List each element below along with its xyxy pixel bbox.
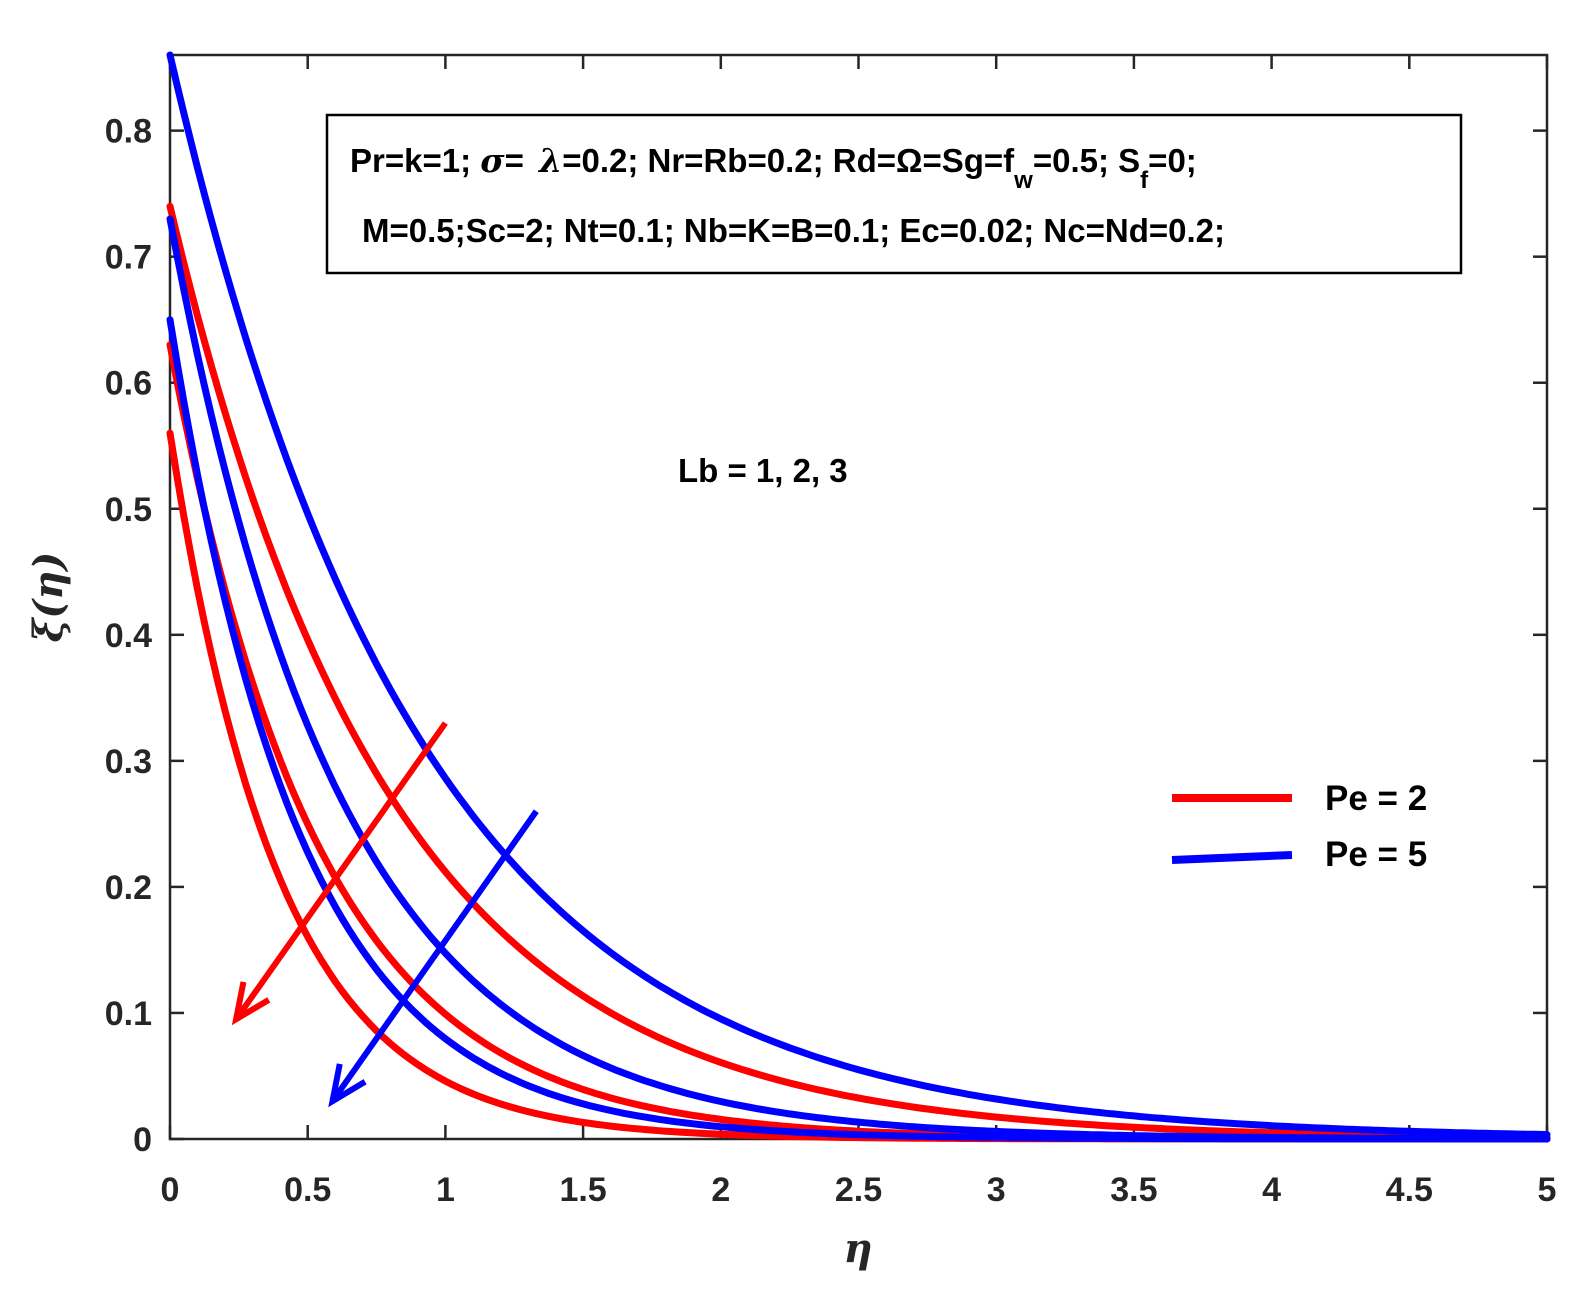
x-tick-label: 5 <box>1538 1171 1557 1209</box>
arrow-shaft-2 <box>330 809 539 1103</box>
subscript-w: w <box>1013 167 1033 194</box>
series-group <box>166 51 1551 1143</box>
legend-label-pe-5: Pe = 5 <box>1325 835 1427 874</box>
parameter-box <box>325 113 1463 275</box>
param-line-1: Pr=k=1; σ= λ=0.2; Nr=Rb=0.2; Rd=Ω=Sg=fw=… <box>350 141 1197 194</box>
trend-arrows <box>231 721 539 1108</box>
x-tick-label: 1.5 <box>559 1171 606 1209</box>
y-axis-label: ξ(η) <box>25 552 72 643</box>
param-line-1-b: = <box>505 142 533 179</box>
y-tick-label: 0.4 <box>105 617 152 655</box>
x-axis-label: η <box>843 1225 872 1272</box>
lambda-symbol: λ <box>537 141 562 180</box>
legend: Pe = 2 Pe = 5 <box>1171 779 1427 874</box>
x-tick-label: 2.5 <box>835 1171 882 1209</box>
x-tick-label: 0 <box>161 1171 180 1209</box>
subscript-f: f <box>1140 167 1149 194</box>
series-line-6 <box>166 316 1551 1143</box>
x-tick-label: 1 <box>436 1171 455 1209</box>
arrow-head-1 <box>231 981 271 1026</box>
x-tick-label: 4.5 <box>1386 1171 1433 1209</box>
lb-annotation: Lb = 1, 2, 3 <box>678 452 848 489</box>
y-tick-labels: 0 0.1 0.2 0.3 0.4 0.5 0.6 0.7 0.8 <box>105 113 152 1159</box>
y-tick-label: 0 <box>133 1121 152 1159</box>
param-line-1-d: =0.5; S <box>1033 142 1140 179</box>
x-tick-label: 2 <box>711 1171 730 1209</box>
legend-label-pe-2: Pe = 2 <box>1325 779 1427 818</box>
x-tick-label: 3 <box>987 1171 1006 1209</box>
series-line-4 <box>166 51 1551 1139</box>
x-tick-label: 0.5 <box>284 1171 331 1209</box>
param-line-1-a: Pr=k=1; <box>350 142 480 179</box>
x-tick-label: 3.5 <box>1110 1171 1157 1209</box>
x-tick-label: 4 <box>1262 1171 1281 1209</box>
y-tick-label: 0.3 <box>105 743 152 781</box>
series-line-1 <box>166 202 1551 1141</box>
sigma-symbol: σ <box>480 141 505 180</box>
arrow-head-2 <box>328 1063 367 1108</box>
y-tick-label: 0.2 <box>105 869 152 907</box>
x-tick-labels: 0 0.5 1 1.5 2 2.5 3 3.5 4 4.5 5 <box>161 1171 1557 1209</box>
param-line-1-c: =0.2; Nr=Rb=0.2; Rd=Ω=Sg=f <box>562 142 1015 179</box>
param-line-1-e: =0; <box>1148 142 1197 179</box>
y-tick-label: 0.6 <box>105 365 152 403</box>
param-line-2: M=0.5;Sc=2; Nt=0.1; Nb=K=B=0.1; Ec=0.02;… <box>362 212 1225 249</box>
y-tick-label: 0.7 <box>105 239 152 277</box>
y-tick-label: 0.1 <box>105 995 152 1033</box>
legend-line-pe-5 <box>1171 851 1293 864</box>
y-tick-label: 0.5 <box>105 491 152 529</box>
arrow-shaft-1 <box>233 721 448 1021</box>
y-tick-label: 0.8 <box>105 113 152 151</box>
